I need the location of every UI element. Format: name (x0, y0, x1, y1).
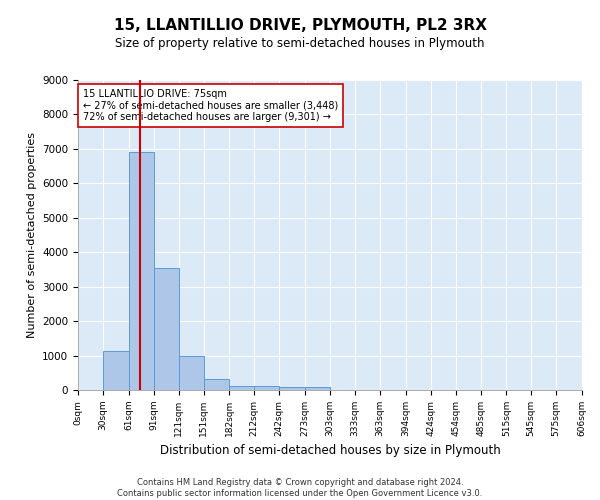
Bar (279, 386, 305, 390)
Y-axis label: Number of semi-detached properties: Number of semi-detached properties (26, 132, 37, 338)
Bar (254, 386, 279, 390)
Bar (103, 352, 129, 390)
Text: Size of property relative to semi-detached houses in Plymouth: Size of property relative to semi-detach… (115, 38, 485, 51)
Text: Contains HM Land Registry data © Crown copyright and database right 2024.
Contai: Contains HM Land Registry data © Crown c… (118, 478, 482, 498)
Text: 15, LLANTILLIO DRIVE, PLYMOUTH, PL2 3RX: 15, LLANTILLIO DRIVE, PLYMOUTH, PL2 3RX (113, 18, 487, 32)
Bar (203, 379, 229, 390)
Text: 15 LLANTILLIO DRIVE: 75sqm
← 27% of semi-detached houses are smaller (3,448)
72%: 15 LLANTILLIO DRIVE: 75sqm ← 27% of semi… (83, 90, 338, 122)
Bar (305, 387, 330, 390)
Bar (129, 152, 154, 390)
X-axis label: Distribution of semi-detached houses by size in Plymouth: Distribution of semi-detached houses by … (160, 444, 500, 458)
Bar (154, 268, 179, 390)
Bar (229, 386, 254, 390)
Bar (179, 356, 203, 390)
